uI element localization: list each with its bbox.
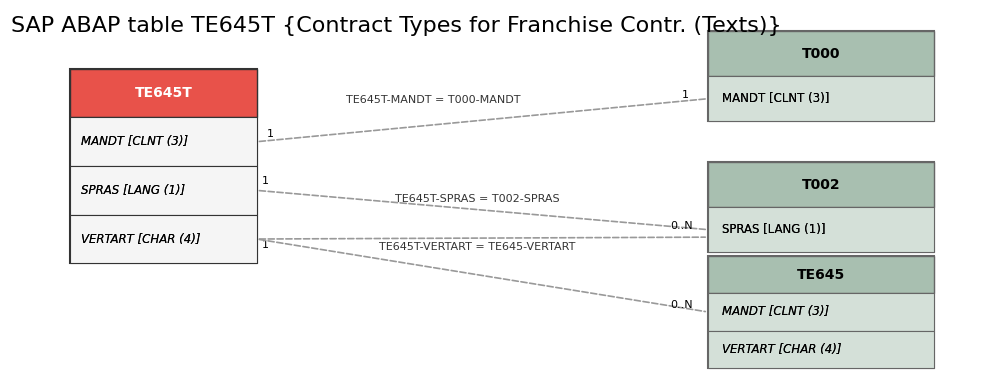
Text: MANDT [CLNT (3)]: MANDT [CLNT (3)] (722, 305, 829, 319)
Text: MANDT [CLNT (3)]: MANDT [CLNT (3)] (81, 135, 189, 148)
Text: SPRAS [LANG (1)]: SPRAS [LANG (1)] (81, 184, 186, 197)
Text: 1: 1 (261, 176, 268, 186)
Text: 1: 1 (266, 129, 273, 139)
FancyBboxPatch shape (71, 166, 256, 215)
FancyBboxPatch shape (71, 69, 256, 117)
FancyBboxPatch shape (71, 117, 256, 166)
Text: MANDT [CLNT (3)]: MANDT [CLNT (3)] (722, 305, 829, 319)
Text: VERTART [CHAR (4)]: VERTART [CHAR (4)] (722, 343, 841, 356)
Text: VERTART [CHAR (4)]: VERTART [CHAR (4)] (722, 343, 841, 356)
FancyBboxPatch shape (708, 162, 933, 207)
Text: TE645T-MANDT = T000-MANDT: TE645T-MANDT = T000-MANDT (346, 95, 520, 105)
Text: 0..N: 0..N (670, 221, 693, 231)
Text: SPRAS [LANG (1)]: SPRAS [LANG (1)] (722, 223, 825, 236)
Text: SAP ABAP table TE645T {Contract Types for Franchise Contr. (Texts)}: SAP ABAP table TE645T {Contract Types fo… (11, 16, 781, 36)
FancyBboxPatch shape (708, 256, 933, 293)
FancyBboxPatch shape (708, 76, 933, 121)
FancyBboxPatch shape (708, 331, 933, 368)
FancyBboxPatch shape (708, 31, 933, 76)
Text: T002: T002 (801, 178, 840, 192)
FancyBboxPatch shape (71, 215, 256, 264)
FancyBboxPatch shape (708, 207, 933, 252)
Text: TE645: TE645 (796, 268, 845, 282)
Text: MANDT [CLNT (3)]: MANDT [CLNT (3)] (722, 92, 829, 105)
Text: MANDT [CLNT (3)]: MANDT [CLNT (3)] (722, 92, 829, 105)
Text: TE645T: TE645T (134, 86, 193, 100)
Text: T000: T000 (801, 47, 840, 61)
Text: TE645T-VERTART = TE645-VERTART: TE645T-VERTART = TE645-VERTART (379, 242, 576, 252)
FancyBboxPatch shape (708, 293, 933, 331)
Text: 1: 1 (261, 240, 268, 250)
Text: MANDT [CLNT (3)]: MANDT [CLNT (3)] (81, 135, 189, 148)
Text: 0..N: 0..N (670, 299, 693, 310)
Text: VERTART [CHAR (4)]: VERTART [CHAR (4)] (81, 233, 201, 245)
Text: 1: 1 (681, 90, 688, 100)
Text: TE645T-SPRAS = T002-SPRAS: TE645T-SPRAS = T002-SPRAS (395, 195, 560, 204)
Text: SPRAS [LANG (1)]: SPRAS [LANG (1)] (722, 223, 825, 236)
Text: VERTART [CHAR (4)]: VERTART [CHAR (4)] (81, 233, 201, 245)
Text: SPRAS [LANG (1)]: SPRAS [LANG (1)] (81, 184, 186, 197)
